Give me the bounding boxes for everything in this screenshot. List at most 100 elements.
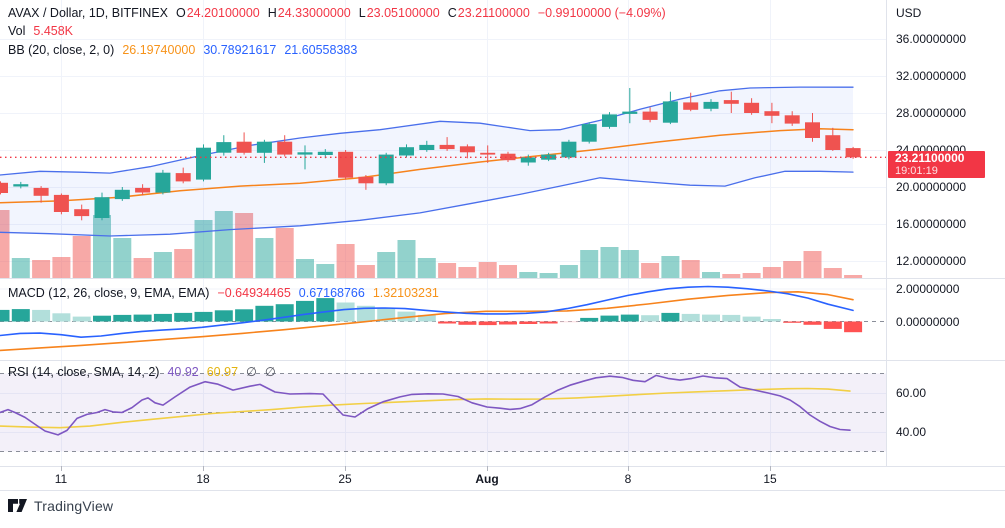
open-value: O 24.20100000 bbox=[176, 6, 260, 20]
candle-body bbox=[216, 142, 232, 153]
macd-axis-label: 0.00000000 bbox=[896, 314, 960, 329]
macd-histogram-bar bbox=[235, 309, 254, 322]
volume-bar bbox=[600, 247, 619, 278]
volume-bar bbox=[336, 244, 355, 278]
price-axis-label: 36.00000000 bbox=[896, 32, 967, 46]
macd-legend[interactable]: MACD (12, 26, close, 9, EMA, EMA) −0.649… bbox=[8, 286, 439, 301]
macd-histogram-bar bbox=[336, 302, 355, 322]
volume-bar bbox=[316, 264, 335, 278]
bollinger-lower-line bbox=[0, 170, 854, 237]
rsi-lower-band-value: ∅ bbox=[264, 365, 276, 379]
volume-bar bbox=[823, 268, 842, 278]
macd-histogram-bar bbox=[255, 305, 274, 322]
bollinger-legend[interactable]: BB (20, close, 2, 0) 26.19740000 30.7892… bbox=[8, 43, 357, 58]
macd-histogram-bar bbox=[823, 321, 842, 329]
volume-legend[interactable]: Vol 5.458K bbox=[8, 24, 73, 39]
symbol-legend[interactable]: AVAX / Dollar, 1D, BITFINEX O 24.20100000… bbox=[8, 6, 666, 21]
rsi-axis-label: 60.00 bbox=[896, 386, 927, 400]
volume-bar bbox=[93, 215, 111, 278]
volume-bar bbox=[539, 273, 558, 278]
volume-bar bbox=[722, 274, 741, 278]
macd-histogram-bar bbox=[32, 309, 51, 322]
volume-bar bbox=[296, 259, 314, 278]
volume-value: 5.458K bbox=[33, 24, 74, 38]
candle-body bbox=[378, 154, 394, 184]
macd-histogram-bar bbox=[478, 321, 497, 326]
volume-bar bbox=[275, 228, 294, 278]
volume-bar bbox=[153, 252, 172, 278]
volume-bar bbox=[519, 272, 538, 278]
candle-body bbox=[723, 100, 739, 104]
price-axis-label: 20.00000000 bbox=[896, 180, 967, 194]
macd-histogram-bar bbox=[194, 311, 213, 322]
macd-signal-value: 1.32103231 bbox=[372, 286, 439, 300]
close-value: C 23.21100000 bbox=[447, 6, 530, 20]
macd-histogram-bar bbox=[559, 321, 578, 323]
candle-body bbox=[683, 102, 699, 110]
volume-bar bbox=[783, 261, 802, 278]
candle-body bbox=[845, 148, 861, 158]
chart-canvas[interactable] bbox=[0, 0, 1005, 491]
volume-bar bbox=[377, 252, 396, 278]
volume-bar bbox=[499, 265, 517, 278]
candle-body bbox=[642, 111, 658, 120]
macd-histogram-bar bbox=[702, 314, 720, 322]
macd-histogram-bar bbox=[844, 321, 863, 333]
tradingview-logo-icon bbox=[8, 499, 27, 512]
rsi-sma-line bbox=[0, 387, 851, 429]
candle-body bbox=[358, 176, 374, 184]
volume-bar bbox=[702, 272, 720, 278]
candle-body bbox=[135, 187, 151, 193]
macd-histogram-bar bbox=[641, 315, 660, 322]
volume-bar bbox=[742, 273, 761, 278]
bb-basis-value: 26.19740000 bbox=[122, 43, 196, 57]
candle-body bbox=[175, 173, 191, 182]
volume-bar bbox=[580, 250, 599, 278]
candle-body bbox=[196, 147, 211, 180]
candle-body bbox=[53, 194, 69, 212]
macd-histogram-bar bbox=[681, 313, 700, 322]
time-axis-label: 15 bbox=[763, 472, 777, 486]
candle-body bbox=[500, 153, 516, 161]
volume-bar bbox=[417, 258, 436, 278]
macd-histogram-bar bbox=[438, 321, 457, 324]
volume-bar bbox=[11, 258, 30, 278]
candle-body bbox=[561, 141, 577, 158]
macd-title: MACD (12, 26, close, 9, EMA, EMA) bbox=[8, 286, 210, 300]
last-price-tag: 23.21100000 19:01:19 bbox=[888, 151, 985, 178]
candle-body bbox=[155, 172, 171, 193]
volume-bar bbox=[0, 210, 10, 278]
macd-histogram-bar bbox=[519, 321, 538, 324]
bar-countdown: 19:01:19 bbox=[895, 165, 938, 177]
volume-bar bbox=[72, 236, 91, 278]
macd-histogram-bar bbox=[600, 315, 619, 322]
candle-body bbox=[784, 115, 800, 124]
bollinger-fill bbox=[0, 87, 853, 236]
bollinger-basis-line bbox=[0, 127, 854, 204]
candle-body bbox=[825, 135, 841, 150]
candle-body bbox=[439, 144, 455, 150]
rsi-sma-value: 60.97 bbox=[206, 365, 239, 379]
candle-body bbox=[74, 209, 90, 217]
bollinger-title: BB (20, close, 2, 0) bbox=[8, 43, 115, 57]
volume-bar bbox=[803, 251, 822, 278]
candle-body bbox=[459, 146, 475, 153]
candle-body bbox=[744, 102, 760, 113]
macd-histogram-bar bbox=[356, 305, 375, 322]
volume-bar bbox=[844, 275, 863, 278]
last-price-value: 23.21100000 bbox=[895, 151, 965, 165]
macd-histogram-bar bbox=[458, 321, 477, 325]
macd-histogram-bar bbox=[275, 304, 294, 322]
macd-histogram-bar bbox=[722, 314, 741, 322]
rsi-value: 40.92 bbox=[167, 365, 199, 379]
volume-bar bbox=[458, 267, 477, 278]
candle-body bbox=[581, 124, 597, 142]
rsi-legend[interactable]: RSI (14, close, SMA, 14, 2) 40.92 60.97 … bbox=[8, 365, 276, 380]
volume-bar bbox=[620, 250, 639, 278]
symbol-title: AVAX / Dollar, 1D, BITFINEX bbox=[8, 6, 168, 20]
volume-bar bbox=[194, 220, 213, 278]
volume-bar bbox=[681, 260, 700, 278]
tradingview-watermark[interactable]: TradingView bbox=[8, 498, 113, 514]
macd-histogram-bar bbox=[214, 310, 233, 322]
candle-body bbox=[662, 101, 678, 123]
